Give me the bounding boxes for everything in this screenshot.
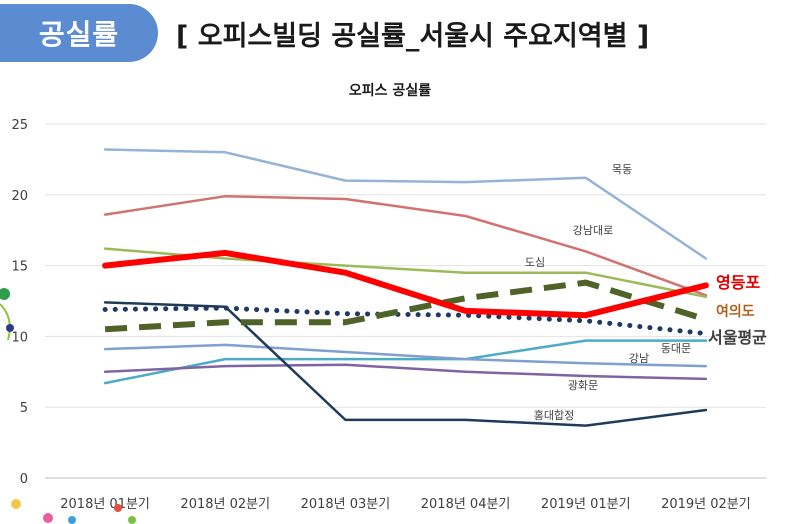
deco-flower-3: [68, 516, 76, 524]
y-tick-label: 20: [11, 189, 28, 204]
series-label-서울평균: 서울평균: [708, 328, 767, 347]
deco-flower-2: [43, 513, 53, 523]
series-label-강남: 강남: [629, 352, 649, 365]
series-label-여의도: 여의도: [716, 303, 755, 320]
deco-flower-5: [128, 516, 136, 524]
x-tick-label: 2018년 01분기: [60, 497, 150, 512]
series-label-영등포: 영등포: [716, 273, 760, 292]
series-line-동대문: [103, 339, 708, 385]
series-line-목동: [103, 148, 708, 260]
y-tick-label: 15: [11, 260, 28, 275]
deco-dot-blue: [6, 324, 14, 332]
decoration-left: [0, 288, 14, 341]
chart-title: 오피스 공실률: [348, 83, 432, 99]
x-tick-label: 2019년 01분기: [541, 497, 631, 512]
deco-flower-1: [11, 499, 21, 509]
series-line-광화문: [103, 363, 708, 381]
series-label-동대문: 동대문: [661, 342, 691, 355]
series-label-강남대로: 강남대로: [573, 224, 613, 237]
series-label-목동: 목동: [612, 163, 632, 176]
x-tick-label: 2018년 03분기: [301, 497, 391, 512]
series-lines: [102, 148, 709, 427]
section-tag-label: 공실률: [38, 18, 120, 51]
x-tick-label: 2018년 02분기: [180, 497, 270, 512]
section-tag: 공실률: [0, 4, 158, 62]
y-tick-label: 25: [11, 118, 28, 133]
deco-flower-4: [114, 504, 122, 512]
series-line-영등포: [102, 249, 709, 319]
y-tick-label: 0: [20, 472, 28, 487]
x-tick-label: 2019년 02분기: [661, 497, 751, 512]
deco-dot-green: [0, 288, 10, 300]
page-title: [ 오피스빌딩 공실률_서울시 주요지역별 ]: [176, 21, 650, 52]
x-axis: 2018년 01분기 2018년 02분기 2018년 03분기 2018년 04분기…: [60, 497, 750, 512]
series-line-강남: [103, 343, 708, 368]
deco-curve: [0, 303, 11, 341]
series-label-광화문: 광화문: [568, 379, 598, 392]
grid-lines: [45, 123, 766, 479]
y-axis: 0 5 10 15 20 25: [11, 118, 28, 487]
series-line-서울평균: [102, 305, 709, 337]
y-tick-label: 5: [20, 401, 28, 416]
series-label-도심: 도심: [525, 256, 545, 269]
x-tick-label: 2018년 04분기: [421, 497, 511, 512]
y-tick-label: 10: [11, 330, 28, 345]
series-label-홍대합정: 홍대합정: [534, 408, 574, 422]
decoration-bottom: [11, 499, 136, 524]
series-line-강남대로: [103, 194, 708, 297]
